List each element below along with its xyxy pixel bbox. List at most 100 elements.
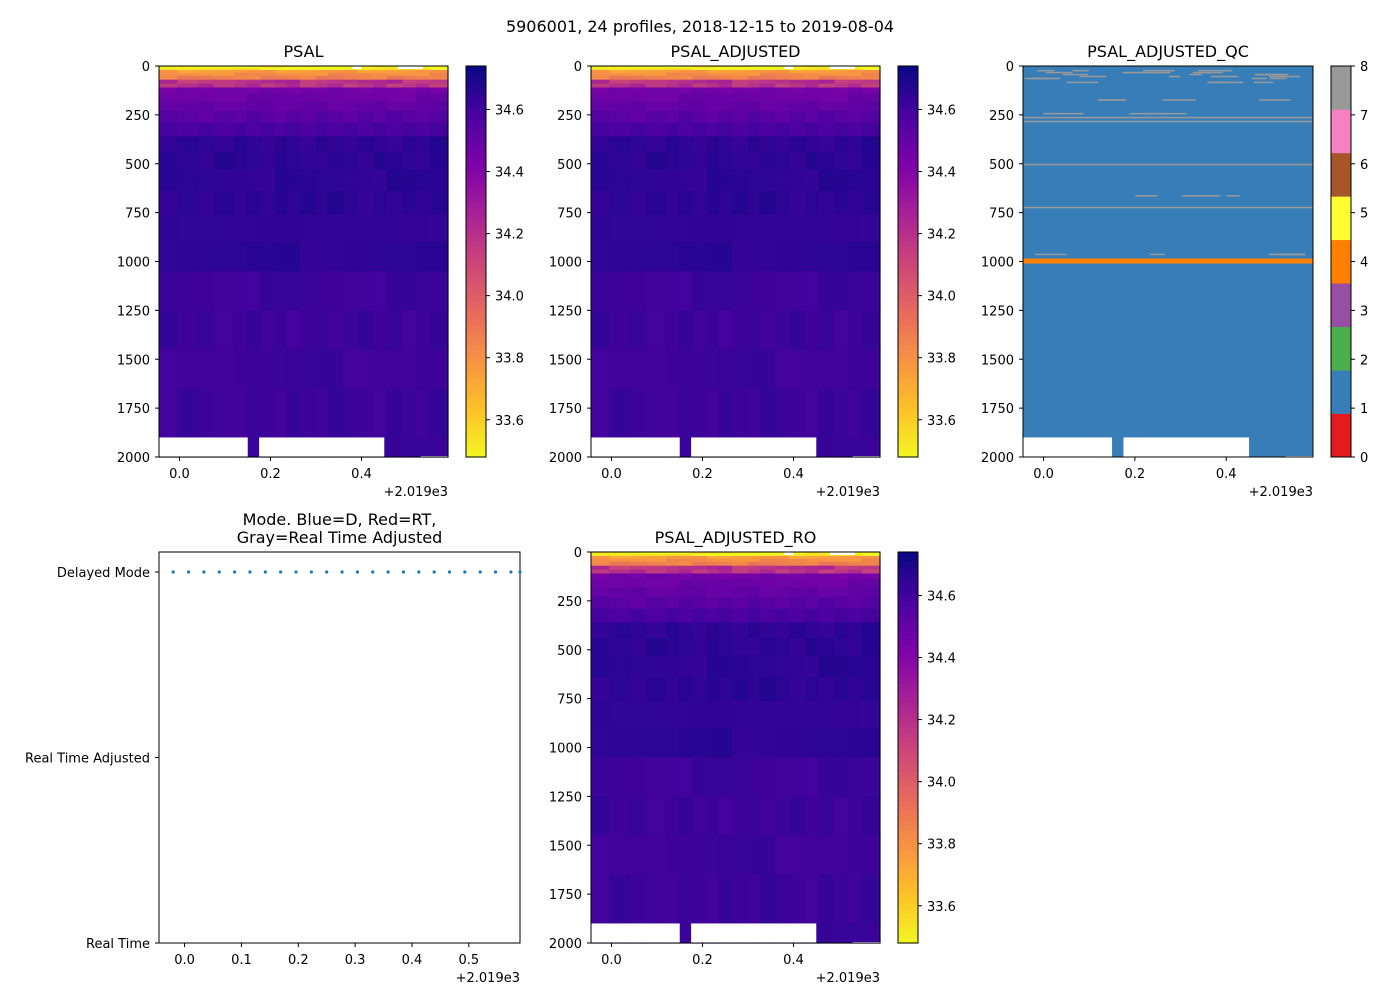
heatmap-cell <box>372 349 388 390</box>
heatmap-cell <box>732 561 749 567</box>
heatmap-cell <box>316 72 328 77</box>
y-tick-label: 750 <box>557 207 582 222</box>
heatmap-cell <box>386 72 404 77</box>
heatmap-cell <box>629 587 647 598</box>
heatmap-cell <box>834 122 849 137</box>
heatmap-cell <box>848 191 863 216</box>
heatmap-cell <box>788 79 806 85</box>
heatmap-cell <box>732 101 749 112</box>
heatmap-cell <box>861 191 881 216</box>
y-tick-label: 1000 <box>549 742 582 757</box>
heatmap-cell <box>327 93 344 102</box>
colorbar-segment <box>898 830 918 837</box>
heatmap-cell <box>402 83 417 89</box>
heatmap-cell <box>718 69 733 74</box>
heatmap-cell <box>234 66 247 69</box>
heatmap-cell <box>609 700 631 729</box>
colorbar-segment <box>466 281 486 287</box>
heatmap-cell <box>177 191 199 216</box>
heatmap-cell <box>861 271 881 311</box>
colorbar-segment <box>898 217 918 223</box>
heatmap-cell <box>861 561 881 567</box>
heatmap-cell <box>692 110 708 124</box>
colorbar-segment <box>898 806 918 812</box>
colorbar-segment <box>898 639 918 646</box>
heatmap-cell <box>429 152 449 171</box>
heatmap-cell <box>286 388 301 439</box>
heatmap-cell <box>645 561 667 567</box>
heatmap-cell <box>818 700 836 729</box>
heatmap-cell <box>718 727 733 758</box>
heatmap-cell <box>300 214 317 243</box>
heatmap-cell <box>759 655 776 678</box>
heatmap-cell <box>775 757 790 797</box>
heatmap-cell <box>678 608 694 623</box>
qc-flag-segment <box>1023 120 1313 123</box>
heatmap-cell <box>386 388 404 439</box>
colorbar-segment <box>466 320 486 326</box>
colorbar-segment <box>466 359 486 365</box>
heatmap-cell <box>316 66 328 69</box>
heatmap-cell <box>177 310 199 351</box>
heatmap-cell <box>275 122 288 137</box>
y-tick-label: 1500 <box>549 839 582 854</box>
heatmap-cell <box>591 310 610 351</box>
heatmap-cell <box>609 558 631 563</box>
heatmap-cell <box>718 555 733 560</box>
heatmap-cell <box>748 110 760 124</box>
heatmap-cell <box>804 69 820 74</box>
heatmap-cell <box>692 214 708 243</box>
heatmap-cell <box>666 271 679 311</box>
colorbar-segment <box>898 153 918 160</box>
colorbar-segment <box>898 864 918 871</box>
colorbar-segment <box>466 329 486 336</box>
heatmap-cell <box>678 655 694 678</box>
heatmap-cell <box>343 271 358 311</box>
heatmap-cell <box>213 271 235 311</box>
heatmap-cell <box>666 388 679 439</box>
heatmap-cell <box>759 622 776 639</box>
heatmap-cell <box>818 655 836 678</box>
heatmap-cell <box>718 700 733 729</box>
heatmap-cell <box>356 214 374 243</box>
colorbar-segment <box>898 281 918 287</box>
heatmap-cell <box>416 83 431 89</box>
heatmap-cell <box>707 561 720 567</box>
heatmap-cell <box>327 271 344 311</box>
heatmap-cell <box>804 136 820 153</box>
heatmap-cell <box>372 75 388 81</box>
chart-title: Gray=Real Time Adjusted <box>237 528 443 547</box>
colorbar-segment <box>898 620 918 626</box>
heatmap-cell <box>718 152 733 171</box>
heatmap-cell <box>788 757 806 797</box>
heatmap-cell <box>429 69 449 74</box>
heatmap-cell <box>834 110 849 124</box>
heatmap-cell <box>818 608 836 623</box>
heatmap-cell <box>732 796 749 837</box>
colorbar-segment <box>898 752 918 758</box>
heatmap-cell <box>732 122 749 137</box>
heatmap-cell <box>591 677 610 702</box>
heatmap-cell <box>678 136 694 153</box>
heatmap-cell <box>197 136 215 153</box>
heatmap-cell <box>609 191 631 216</box>
heatmap-cell <box>260 349 276 390</box>
heatmap-cell <box>286 67 301 71</box>
heatmap-cell <box>327 191 344 216</box>
heatmap-cell <box>718 579 733 588</box>
y-tick-label: 0 <box>574 546 582 561</box>
heatmap-cell <box>818 553 836 557</box>
heatmap-cell <box>678 835 694 876</box>
heatmap-cell <box>818 101 836 112</box>
heatmap-cell <box>177 110 199 124</box>
heatmap-cell <box>666 622 679 639</box>
colorbar-segment <box>466 109 486 116</box>
colorbar-segment <box>466 114 486 121</box>
heatmap-cell <box>861 579 881 588</box>
colorbar-segment <box>466 202 486 209</box>
heatmap-cell <box>718 622 733 639</box>
heatmap-cell <box>788 874 806 925</box>
heatmap-cell <box>759 638 776 657</box>
heatmap-cell <box>629 558 647 563</box>
heatmap-cell <box>645 757 667 797</box>
